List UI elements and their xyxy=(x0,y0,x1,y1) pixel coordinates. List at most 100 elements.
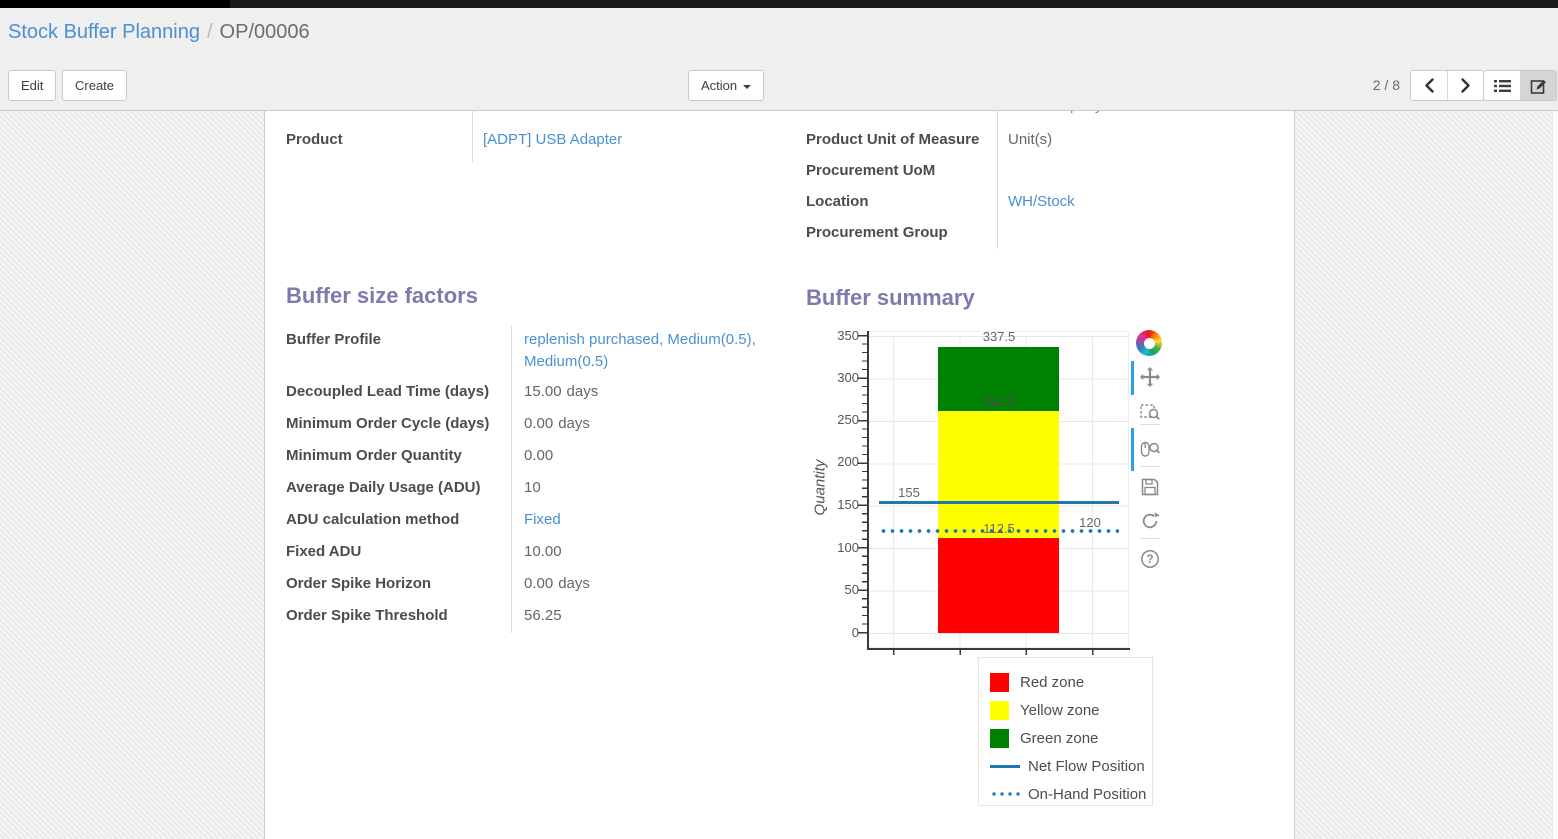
buffer-size-factors-title: Buffer size factors xyxy=(286,283,478,308)
legend-item-on-hand: On-Hand Position xyxy=(990,780,1152,808)
net-flow-label: 155 xyxy=(898,485,920,500)
reset-tool-icon[interactable] xyxy=(1140,511,1160,531)
breadcrumb-separator: / xyxy=(206,21,213,43)
adu-method-value-link[interactable]: Fixed xyxy=(524,511,561,528)
tick-label: 0 xyxy=(851,625,859,640)
buffer-summary-chart: Quantity 350 300 250 200 150 100 50 0 xyxy=(811,325,1171,825)
form-sheet: Product [ADPT] USB Adapter YourCompany P… xyxy=(264,111,1295,839)
top-menu-bar-segment xyxy=(0,0,230,8)
company-value-clipped[interactable]: YourCompany xyxy=(1008,111,1103,115)
tick-label: 150 xyxy=(837,497,859,512)
form-view-button[interactable] xyxy=(1520,71,1556,100)
green-top-label: 337.5 xyxy=(982,329,1016,344)
product-value-link[interactable]: [ADPT] USB Adapter xyxy=(483,131,623,148)
procurement-group-value xyxy=(998,218,1008,249)
save-tool-icon[interactable] xyxy=(1140,477,1160,497)
chevron-left-icon xyxy=(1424,78,1434,93)
control-panel: Stock Buffer Planning / OP/00006 Edit Crea… xyxy=(0,8,1558,111)
caret-down-icon xyxy=(743,84,752,89)
buffer-size-factors-section: Buffer size factors Buffer Profile reple… xyxy=(286,283,778,633)
tick-label: 250 xyxy=(837,412,859,427)
field-order-spike-horizon: Order Spike Horizon 0.00 days xyxy=(286,569,778,601)
pager-next-button[interactable] xyxy=(1447,71,1483,100)
breadcrumb: Stock Buffer Planning / OP/00006 xyxy=(8,21,310,44)
field-buffer-profile: Buffer Profile replenish purchased, Medi… xyxy=(286,325,778,377)
pan-active-indicator xyxy=(1131,361,1134,395)
tick-label: 100 xyxy=(837,540,859,555)
pan-tool-icon[interactable] xyxy=(1140,367,1160,387)
breadcrumb-parent-link[interactable]: Stock Buffer Planning xyxy=(8,21,200,43)
field-product-uom: Product Unit of Measure Unit(s) xyxy=(806,125,1282,156)
net-flow-position-line xyxy=(879,501,1119,504)
view-switcher xyxy=(1483,70,1557,101)
tick-label: 300 xyxy=(837,370,859,385)
procurement-uom-label: Procurement UoM xyxy=(806,156,998,187)
procurement-uom-value xyxy=(998,156,1008,187)
top-menu-bar xyxy=(0,0,1558,8)
field-minimum-order-cycle: Minimum Order Cycle (days) 0.00 days xyxy=(286,409,778,441)
list-view-button[interactable] xyxy=(1484,71,1520,100)
red-swatch-icon xyxy=(990,672,1009,692)
toolbar-divider xyxy=(1140,538,1160,539)
field-procurement-uom: Procurement UoM xyxy=(806,156,1282,187)
field-decoupled-lead-time: Decoupled Lead Time (days) 15.00 days xyxy=(286,377,778,409)
product-uom-value: Unit(s) xyxy=(1008,131,1053,148)
pager-previous-button[interactable] xyxy=(1411,71,1447,100)
clipped-row xyxy=(286,111,762,125)
x-axis-ticks xyxy=(893,650,1130,655)
tick-label: 200 xyxy=(837,454,859,469)
red-top-label: 112.5 xyxy=(983,521,1015,536)
solid-line-swatch-icon xyxy=(990,764,1020,768)
scrollbar-track[interactable] xyxy=(1552,111,1558,839)
on-hand-label: 120 xyxy=(1079,515,1101,530)
help-tool-icon[interactable]: ? xyxy=(1140,549,1160,569)
toolbar-divider xyxy=(1140,424,1160,425)
tick-label: 350 xyxy=(837,328,859,343)
procurement-group-label: Procurement Group xyxy=(806,218,998,249)
pager-buttons xyxy=(1410,70,1484,101)
green-zone-bar xyxy=(938,347,1059,411)
location-label: Location xyxy=(806,187,998,218)
buffer-profile-value-link[interactable]: replenish purchased, Medium(0.5), Medium… xyxy=(524,331,756,370)
toolbar-divider xyxy=(1140,466,1160,467)
yellow-top-label: 262.5 xyxy=(982,394,1016,409)
bokeh-logo-hole xyxy=(1143,337,1155,349)
field-product: Product [ADPT] USB Adapter xyxy=(286,125,762,163)
group-logistics: YourCompany Product Unit of Measure Unit… xyxy=(806,111,1282,249)
dotted-line-swatch-icon xyxy=(990,792,1020,796)
legend-item-net-flow: Net Flow Position xyxy=(990,752,1152,780)
svg-text:?: ? xyxy=(1146,554,1153,566)
y-axis-line xyxy=(867,331,869,649)
field-location: Location WH/Stock xyxy=(806,187,1282,218)
box-zoom-tool-icon[interactable] xyxy=(1140,401,1160,421)
action-dropdown-button[interactable]: Action xyxy=(688,70,765,101)
yellow-swatch-icon xyxy=(990,700,1009,720)
wheel-zoom-tool-icon[interactable] xyxy=(1140,439,1160,459)
chevron-right-icon xyxy=(1461,78,1470,93)
buffer-size-factors-table: Buffer Profile replenish purchased, Medi… xyxy=(286,325,778,633)
pager-count: 2 / 8 xyxy=(1372,77,1400,93)
field-procurement-group: Procurement Group xyxy=(806,218,1282,249)
field-average-daily-usage: Average Daily Usage (ADU) 10 xyxy=(286,473,778,505)
on-hand-position-line xyxy=(879,529,1119,533)
legend-item-yellow-zone: Yellow zone xyxy=(990,696,1152,724)
edit-button[interactable]: Edit xyxy=(8,70,57,101)
wheel-zoom-active-indicator xyxy=(1131,428,1134,471)
yellow-zone-bar xyxy=(938,410,1059,538)
create-button[interactable]: Create xyxy=(62,70,128,101)
list-view-icon xyxy=(1493,79,1511,92)
product-label: Product xyxy=(286,125,473,163)
red-zone-bar xyxy=(938,538,1059,633)
field-company-clipped: YourCompany xyxy=(806,111,1282,125)
tick-label: 50 xyxy=(844,582,859,597)
x-axis-line xyxy=(867,648,1130,650)
legend-item-red-zone: Red zone xyxy=(990,668,1152,696)
bokeh-logo-icon[interactable] xyxy=(1136,330,1162,356)
field-adu-calculation-method: ADU calculation method Fixed xyxy=(286,505,778,537)
location-value-link[interactable]: WH/Stock xyxy=(1008,193,1075,210)
legend-item-green-zone: Green zone xyxy=(990,724,1152,752)
field-fixed-adu: Fixed ADU 10.00 xyxy=(286,537,778,569)
y-axis-label: Quantity xyxy=(811,459,829,516)
group-product: Product [ADPT] USB Adapter xyxy=(286,111,762,163)
